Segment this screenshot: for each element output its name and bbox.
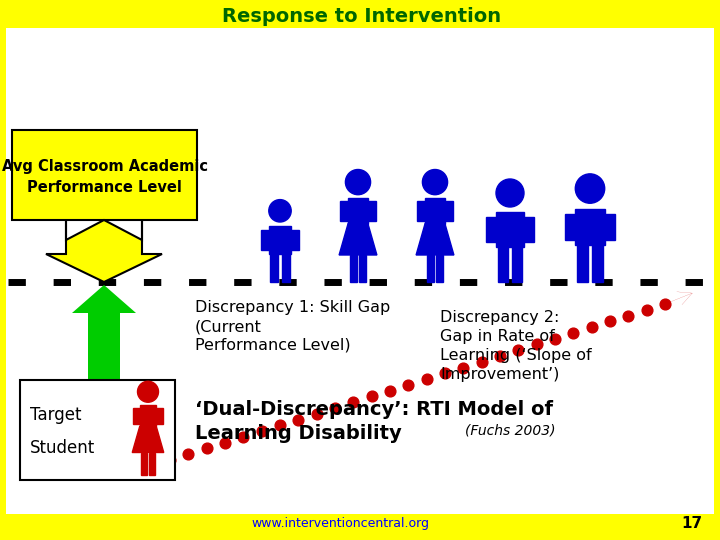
Point: [348, 398, 359, 407]
Point: [623, 311, 634, 320]
Point: [311, 409, 323, 418]
Bar: [577, 245, 588, 282]
Text: Learning (‘Slope of: Learning (‘Slope of: [440, 348, 592, 363]
Polygon shape: [72, 285, 136, 460]
Text: Discrepancy 2:: Discrepancy 2:: [440, 310, 559, 325]
Text: (Current: (Current: [195, 319, 262, 334]
Polygon shape: [46, 220, 162, 282]
Point: [641, 306, 652, 314]
Bar: [269, 226, 291, 254]
Point: [366, 392, 377, 401]
Bar: [417, 201, 425, 221]
Bar: [12, 130, 197, 220]
Bar: [6, 6, 714, 28]
Text: Avg Classroom Academic: Avg Classroom Academic: [1, 159, 207, 174]
Bar: [140, 405, 156, 426]
Point: [402, 381, 414, 389]
Circle shape: [138, 381, 158, 402]
Point: [494, 352, 505, 360]
Circle shape: [496, 179, 524, 207]
Bar: [141, 453, 148, 475]
Bar: [291, 230, 300, 250]
Bar: [20, 380, 175, 480]
Bar: [368, 201, 376, 221]
Point: [567, 328, 579, 337]
Bar: [496, 212, 524, 247]
Bar: [445, 201, 453, 221]
Point: [183, 450, 194, 458]
Point: [256, 427, 267, 435]
Point: [549, 334, 561, 343]
Bar: [282, 254, 289, 282]
Point: [164, 456, 176, 464]
Bar: [350, 255, 357, 282]
Point: [660, 300, 671, 308]
Bar: [592, 245, 603, 282]
Point: [238, 433, 249, 441]
Point: [531, 340, 542, 349]
Point: [219, 438, 230, 447]
Circle shape: [423, 170, 448, 195]
Point: [476, 357, 487, 366]
Text: Response to Intervention: Response to Intervention: [222, 8, 502, 26]
Polygon shape: [339, 224, 377, 255]
Point: [201, 444, 212, 453]
Bar: [486, 217, 496, 242]
Point: [604, 317, 616, 326]
Point: [292, 415, 304, 424]
Point: [329, 404, 341, 413]
Bar: [149, 453, 155, 475]
Text: Gap in Rate of: Gap in Rate of: [440, 329, 554, 344]
Text: 17: 17: [681, 516, 703, 531]
Bar: [271, 254, 279, 282]
Text: Target: Target: [30, 406, 81, 424]
Bar: [261, 230, 269, 250]
Text: Performance Level: Performance Level: [27, 179, 182, 194]
Polygon shape: [416, 224, 454, 255]
Bar: [575, 208, 605, 245]
Circle shape: [346, 170, 371, 195]
Bar: [340, 201, 348, 221]
Bar: [512, 247, 522, 282]
Point: [439, 369, 451, 377]
Bar: [359, 255, 366, 282]
Bar: [156, 408, 163, 424]
Text: Learning Disability: Learning Disability: [195, 424, 402, 443]
Text: Student: Student: [30, 439, 95, 457]
Circle shape: [269, 200, 291, 222]
Bar: [605, 214, 615, 240]
Bar: [524, 217, 534, 242]
Point: [421, 375, 433, 383]
Point: [513, 346, 524, 355]
Text: Discrepancy 1: Skill Gap: Discrepancy 1: Skill Gap: [195, 300, 390, 315]
Point: [586, 323, 598, 332]
Text: Performance Level): Performance Level): [195, 338, 351, 353]
Text: ‘Dual-Discrepancy’: RTI Model of: ‘Dual-Discrepancy’: RTI Model of: [195, 400, 553, 419]
Bar: [6, 514, 714, 534]
Bar: [436, 255, 443, 282]
Point: [458, 363, 469, 372]
Bar: [564, 214, 575, 240]
Bar: [427, 255, 434, 282]
Text: Improvement’): Improvement’): [440, 367, 559, 382]
Point: [384, 386, 396, 395]
Text: www.interventioncentral.org: www.interventioncentral.org: [251, 517, 429, 530]
Bar: [348, 198, 368, 224]
Bar: [498, 247, 508, 282]
Point: [274, 421, 286, 430]
Bar: [133, 408, 140, 424]
Polygon shape: [132, 426, 163, 453]
Circle shape: [575, 174, 605, 203]
Text: (Fuchs 2003): (Fuchs 2003): [465, 424, 556, 438]
Bar: [425, 198, 445, 224]
